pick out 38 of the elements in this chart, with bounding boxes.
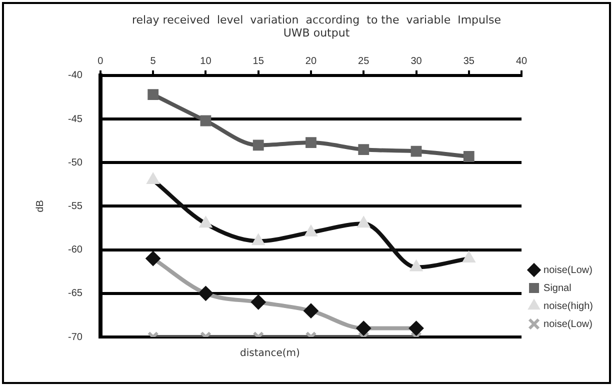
point <box>410 260 423 272</box>
point <box>148 89 159 100</box>
x-axis-title: distance(m) <box>239 348 301 359</box>
x-tick-label: 0 <box>98 56 104 68</box>
point <box>199 216 212 228</box>
x-tick-label: 5 <box>150 56 156 68</box>
point <box>146 172 160 184</box>
y-tick-label: -55 <box>68 200 83 212</box>
y-tick-label: -45 <box>68 114 83 125</box>
legend-label: noise(high) <box>544 300 594 312</box>
x-tick-label: 20 <box>305 56 317 68</box>
y-tick-label: -65 <box>68 288 83 300</box>
point <box>463 151 474 162</box>
x-tick-label: 10 <box>200 56 212 68</box>
y-tick-label: -50 <box>68 157 83 168</box>
y-tick-label: -70 <box>68 332 83 343</box>
point <box>357 216 370 228</box>
y-axis-title: dB <box>34 200 46 212</box>
x-tick-label: 40 <box>516 56 528 68</box>
legend-label: noise(Low) <box>544 264 592 276</box>
x-tick-label: 15 <box>252 56 264 68</box>
point <box>252 234 265 246</box>
text: UWB output <box>283 26 350 40</box>
legend-label: Signal <box>544 282 572 294</box>
text: relay received level variation according to the variable Impulse <box>132 13 502 26</box>
point <box>410 146 422 157</box>
y-tick-label: -40 <box>68 70 83 82</box>
x-tick-label: 30 <box>410 56 422 68</box>
point <box>252 140 264 151</box>
legend-label: noise(Low) <box>544 318 592 330</box>
x-tick-label: 25 <box>358 56 370 68</box>
point <box>304 224 318 236</box>
x-tick-label: 35 <box>463 56 475 68</box>
point <box>200 115 212 126</box>
point <box>462 251 476 263</box>
point <box>306 137 316 148</box>
y-tick-label: -60 <box>68 244 83 256</box>
point <box>358 144 370 155</box>
